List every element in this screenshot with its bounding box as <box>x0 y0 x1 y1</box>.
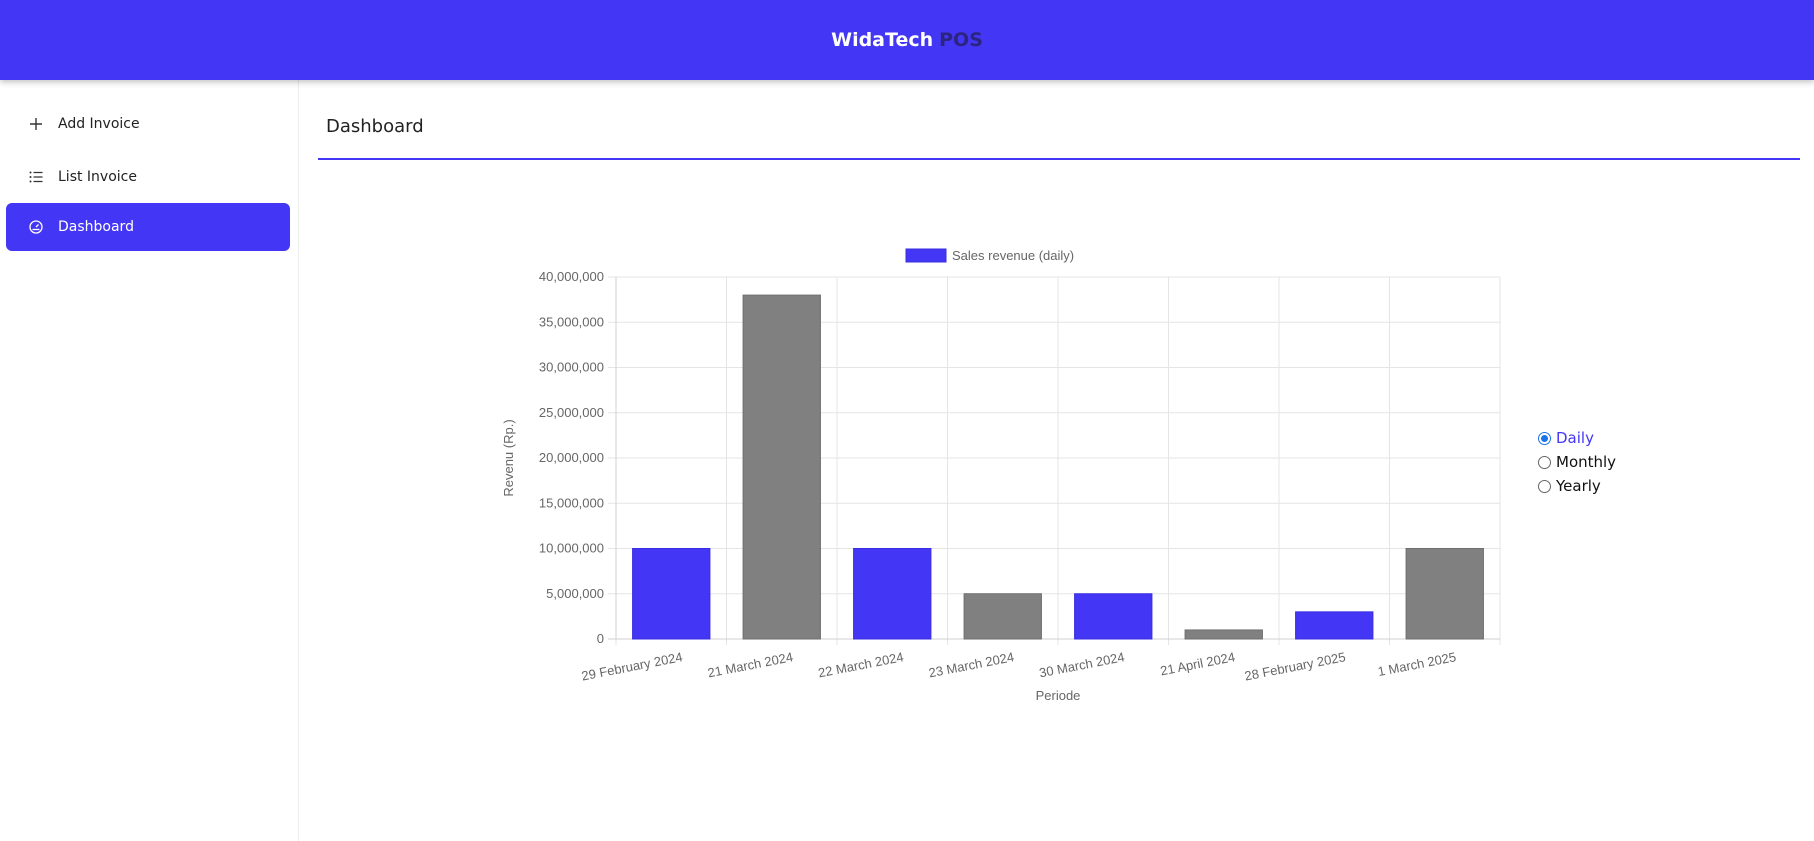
bar <box>1184 629 1263 640</box>
bar <box>963 593 1042 640</box>
x-tick-label: 23 March 2024 <box>927 649 1015 680</box>
period-selector: Daily Monthly Yearly <box>1538 426 1616 498</box>
legend-swatch <box>905 248 947 263</box>
bar <box>853 548 932 640</box>
brand-suffix: POS <box>939 29 983 51</box>
y-tick-label: 25,000,000 <box>539 405 604 420</box>
period-option-label: Monthly <box>1556 453 1617 471</box>
x-tick-label: 30 March 2024 <box>1038 649 1126 680</box>
period-option-yearly[interactable]: Yearly <box>1538 474 1616 498</box>
x-tick-label: 28 February 2025 <box>1243 649 1347 683</box>
y-tick-label: 10,000,000 <box>539 541 604 556</box>
x-tick-label: 22 March 2024 <box>817 649 905 680</box>
radio-daily[interactable] <box>1538 431 1551 445</box>
y-tick-label: 0 <box>597 631 604 646</box>
sidebar: Add Invoice List Invoice Dashboard <box>0 80 299 841</box>
period-option-monthly[interactable]: Monthly <box>1538 450 1616 474</box>
y-tick-label: 40,000,000 <box>539 269 604 284</box>
sidebar-item-label: Dashboard <box>58 219 134 235</box>
y-axis-label: Revenu (Rp.) <box>501 419 516 496</box>
title-divider <box>318 158 1800 160</box>
y-tick-label: 15,000,000 <box>539 495 604 510</box>
radio-monthly[interactable] <box>1538 455 1551 469</box>
list-icon <box>26 167 46 187</box>
sidebar-item-label: List Invoice <box>58 169 137 185</box>
brand-name: WidaTech <box>831 29 934 51</box>
plus-icon <box>26 114 46 134</box>
sidebar-item-dashboard[interactable]: Dashboard <box>6 203 290 251</box>
legend-label: Sales revenue (daily) <box>952 248 1074 263</box>
sidebar-item-list-invoice[interactable]: List Invoice <box>6 153 290 201</box>
bar <box>1295 611 1374 640</box>
bar <box>632 548 711 640</box>
period-option-label: Yearly <box>1556 477 1601 495</box>
x-tick-label: 21 April 2024 <box>1159 649 1236 678</box>
radio-yearly[interactable] <box>1538 479 1551 493</box>
bar <box>742 294 821 640</box>
y-tick-label: 5,000,000 <box>546 586 604 601</box>
y-tick-label: 20,000,000 <box>539 450 604 465</box>
period-option-label: Daily <box>1556 429 1594 447</box>
sidebar-item-add-invoice[interactable]: Add Invoice <box>6 100 290 148</box>
y-tick-label: 35,000,000 <box>539 314 604 329</box>
dashboard-icon <box>26 217 46 237</box>
sidebar-item-label: Add Invoice <box>58 116 140 132</box>
x-tick-label: 21 March 2024 <box>706 649 794 680</box>
revenue-bar-chart: 0 5,000,000 10,000,000 15,000,000 20,000,000… <box>501 248 1501 703</box>
x-axis-label: Periode <box>1036 688 1081 703</box>
x-tick-label: 29 February 2024 <box>580 649 684 683</box>
bar <box>1405 548 1484 640</box>
page-title: Dashboard <box>326 116 424 137</box>
y-tick-label: 30,000,000 <box>539 360 604 375</box>
bar <box>1074 593 1153 640</box>
x-tick-label: 1 March 2025 <box>1376 649 1457 679</box>
top-bar: WidaTech POS <box>0 0 1814 80</box>
period-option-daily[interactable]: Daily <box>1538 426 1616 450</box>
